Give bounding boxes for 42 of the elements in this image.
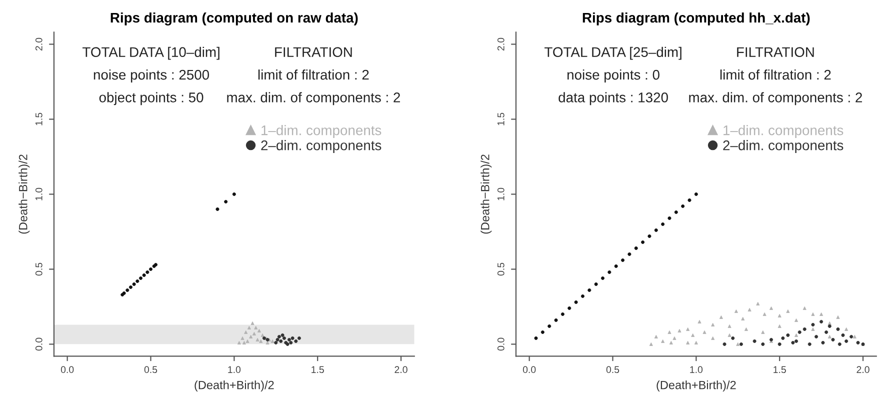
annotation: limit of filtration : 2 (258, 69, 369, 80)
annotation: TOTAL DATA [10–dim] (82, 46, 220, 60)
y-tick-label: 2.0 (35, 38, 42, 50)
chart-title: Rips diagram (computed on raw data) (110, 12, 358, 26)
y-tick-label: 2.0 (497, 38, 504, 50)
annotation: FILTRATION (275, 47, 352, 58)
annotation: noise points : 0 (567, 69, 660, 82)
y-tick-label: 1.5 (498, 112, 504, 126)
legend-label: 1–dim. components (724, 125, 844, 138)
x-axis-title: (Death+Birth)/2 (656, 380, 736, 392)
y-tick-label: 1.5 (36, 112, 42, 126)
x-tick-label: 2.0 (856, 366, 870, 374)
annotation: data points : 1320 (558, 92, 668, 106)
y-tick-label: 0.5 (35, 262, 42, 276)
y-axis-title: (Death−Birth)/2 (480, 154, 492, 234)
x-tick-label: 1.5 (774, 366, 786, 374)
y-tick-label: 0.0 (497, 338, 504, 351)
annotation: max. dim. of components : 2 (227, 92, 400, 106)
x-tick-label: 2.0 (394, 366, 408, 374)
y-tick-label: 0.0 (35, 338, 42, 351)
y-tick-label: 1.0 (497, 188, 504, 200)
y-tick-label: 1.0 (35, 188, 42, 200)
chart-title: Rips diagram (computed hh_x.dat) (582, 12, 810, 26)
x-tick-label: 0.0 (60, 366, 74, 374)
x-tick-label: 0.5 (144, 366, 158, 374)
x-tick-label: 0.5 (606, 366, 620, 374)
annotation: noise points : 2500 (94, 69, 210, 82)
x-tick-label: 1.5 (312, 366, 324, 374)
x-tick-label: 1.0 (690, 366, 703, 374)
annotation: object points : 50 (99, 92, 204, 106)
x-tick-label: 1.0 (228, 366, 241, 374)
x-axis-title: (Death+Birth)/2 (194, 380, 274, 392)
y-tick-label: 0.5 (497, 262, 504, 276)
x-tick-label: 0.0 (522, 366, 536, 374)
annotation: max. dim. of components : 2 (689, 92, 862, 106)
legend-label: 2–dim. components (723, 140, 844, 153)
legend-label: 2–dim. components (261, 140, 382, 153)
annotation: limit of filtration : 2 (720, 69, 831, 80)
legend-label: 1–dim. components (262, 125, 382, 138)
annotation: TOTAL DATA [25–dim] (544, 46, 682, 60)
y-axis-title: (Death−Birth)/2 (18, 154, 30, 234)
annotation: FILTRATION (737, 47, 814, 58)
